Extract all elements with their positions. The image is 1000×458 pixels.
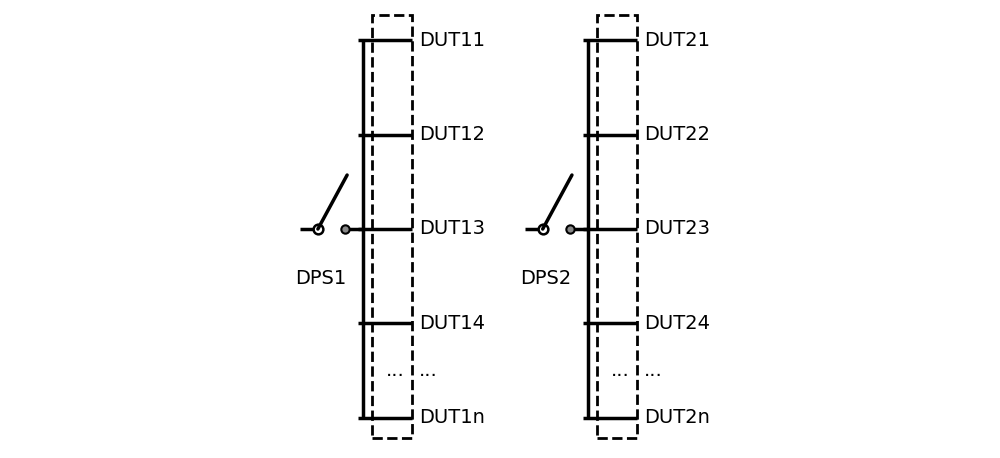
Text: DPS2: DPS2 (520, 269, 571, 289)
Bar (597, 16, 637, 438)
Text: DUT23: DUT23 (644, 219, 710, 239)
Bar (372, 16, 412, 438)
Text: ...: ... (419, 361, 438, 380)
Text: DUT2n: DUT2n (644, 409, 710, 427)
Text: DUT1n: DUT1n (419, 409, 485, 427)
Text: DUT12: DUT12 (419, 125, 485, 144)
Text: ...: ... (386, 361, 405, 380)
Text: DUT21: DUT21 (644, 31, 710, 49)
Text: DUT14: DUT14 (419, 314, 485, 333)
Text: DPS1: DPS1 (295, 269, 347, 289)
Text: DUT13: DUT13 (419, 219, 485, 239)
Text: ...: ... (644, 361, 663, 380)
Text: ...: ... (611, 361, 630, 380)
Text: DUT22: DUT22 (644, 125, 710, 144)
Text: DUT24: DUT24 (644, 314, 710, 333)
Text: DUT11: DUT11 (419, 31, 485, 49)
